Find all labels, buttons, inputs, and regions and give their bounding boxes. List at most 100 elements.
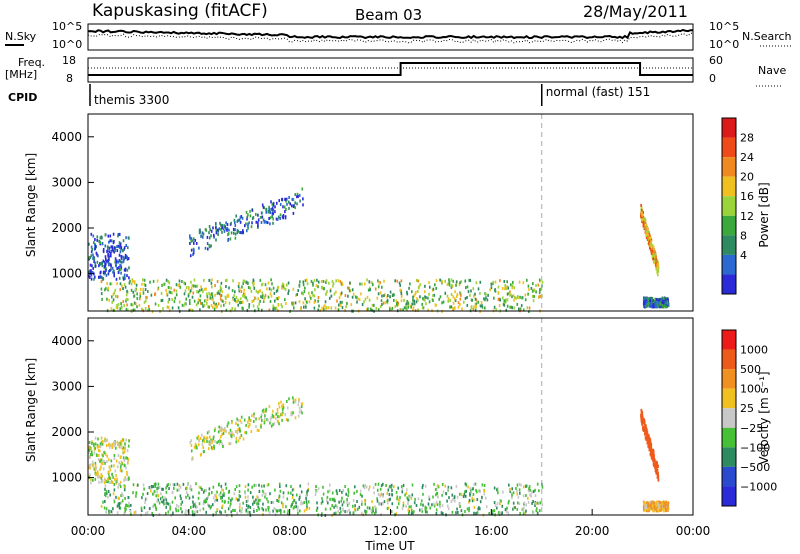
- power-cell: [185, 297, 187, 301]
- power-cell: [221, 230, 223, 234]
- power-cell: [257, 225, 259, 229]
- power-cell: [477, 287, 480, 291]
- power-colorbar-swatch: [722, 176, 736, 197]
- velocity-cell: [292, 396, 294, 400]
- power-cell: [219, 297, 222, 301]
- power-cell: [451, 283, 453, 287]
- power-cell: [527, 292, 529, 296]
- velocity-cell: [468, 500, 470, 504]
- velocity-cell: [228, 442, 231, 446]
- power-cell: [381, 303, 383, 307]
- velocity-cell: [221, 495, 223, 499]
- power-cell: [270, 294, 273, 298]
- velocity-cell: [260, 413, 263, 417]
- power-cell: [483, 297, 485, 301]
- power-cell: [145, 295, 147, 299]
- velocity-colorbar-swatch: [722, 349, 736, 370]
- velocity-cell: [121, 439, 124, 443]
- power-cell: [169, 291, 172, 294]
- velocity-cell: [472, 487, 474, 491]
- velocity-cell: [146, 511, 149, 514]
- velocity-cell: [292, 487, 295, 491]
- velocity-cell: [660, 509, 663, 513]
- velocity-cell: [493, 509, 496, 513]
- power-cell: [288, 196, 290, 199]
- velocity-cell: [645, 427, 647, 431]
- power-cell: [421, 302, 423, 306]
- power-cell: [247, 226, 249, 230]
- power-cell: [113, 269, 115, 273]
- power-cell: [221, 226, 223, 230]
- velocity-cell: [186, 486, 188, 490]
- velocity-cell: [249, 419, 252, 423]
- velocity-cell: [237, 419, 240, 422]
- velocity-cell: [270, 501, 273, 504]
- velocity-cell: [189, 487, 191, 490]
- date-title: 28/May/2011: [583, 2, 688, 21]
- power-cell: [103, 265, 106, 268]
- velocity-cell: [468, 498, 471, 502]
- power-cell: [284, 287, 287, 291]
- power-cell: [640, 214, 642, 218]
- power-cell: [475, 281, 478, 285]
- velocity-cell: [184, 512, 186, 516]
- velocity-cell: [522, 507, 524, 511]
- velocity-cell: [118, 445, 121, 449]
- power-cell: [123, 257, 126, 261]
- power-cell: [126, 268, 129, 272]
- power-cell: [428, 300, 431, 304]
- power-cell: [123, 304, 125, 308]
- velocity-cell: [460, 493, 463, 497]
- velocity-cell: [535, 507, 538, 511]
- power-cell: [271, 207, 274, 211]
- velocity-cell: [195, 444, 198, 448]
- velocity-cell: [429, 506, 431, 510]
- power-cell: [215, 226, 217, 230]
- power-cell: [510, 305, 512, 309]
- power-cell: [102, 277, 105, 280]
- velocity-cell: [104, 452, 107, 456]
- power-cell: [126, 255, 128, 259]
- power-cell: [228, 301, 231, 305]
- power-cell: [376, 296, 379, 300]
- velocity-cell: [278, 497, 280, 501]
- power-cell: [112, 298, 115, 302]
- velocity-cell: [273, 507, 275, 510]
- velocity-cell: [428, 497, 431, 501]
- power-cell: [261, 308, 263, 312]
- power-cell: [175, 293, 178, 297]
- power-cell: [123, 273, 126, 277]
- velocity-cell: [537, 502, 540, 506]
- power-cell: [143, 282, 146, 286]
- power-cell: [102, 248, 105, 251]
- power-cell: [199, 294, 202, 298]
- power-cell: [125, 308, 128, 311]
- velocity-cell: [372, 507, 374, 511]
- velocity-cell: [120, 501, 123, 505]
- power-cell: [656, 297, 658, 301]
- cpid-right-text: normal (fast) 151: [546, 85, 650, 99]
- power-cell: [119, 307, 121, 311]
- power-cell: [262, 294, 264, 298]
- power-cell: [347, 286, 349, 290]
- power-cell: [200, 285, 202, 289]
- power-cell: [652, 305, 654, 309]
- power-cell: [91, 247, 93, 251]
- power-cell: [196, 290, 198, 294]
- power-cell: [413, 302, 415, 306]
- power-cell: [196, 284, 199, 288]
- power-cell: [108, 240, 110, 244]
- power-cell: [538, 295, 540, 299]
- power-cell: [242, 229, 244, 233]
- power-cell: [332, 284, 334, 288]
- power-cell: [107, 272, 110, 276]
- velocity-cell: [245, 503, 248, 507]
- velocity-cell: [175, 503, 178, 507]
- power-cell: [494, 289, 497, 293]
- velocity-cell: [91, 441, 93, 445]
- velocity-cell: [645, 435, 648, 439]
- power-cell: [111, 248, 114, 251]
- velocity-cell: [239, 502, 241, 506]
- power-cell: [220, 299, 223, 303]
- velocity-cell: [650, 501, 653, 505]
